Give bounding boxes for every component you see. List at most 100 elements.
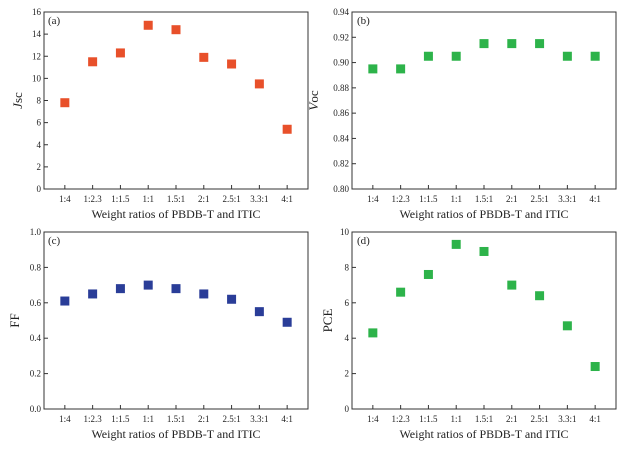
panel-a-ytick-label: 4 <box>37 140 42 150</box>
panel-c-ytick-label: 0.4 <box>30 333 42 343</box>
panel-a-ytick-label: 12 <box>32 51 41 61</box>
panel-c: (c) 0.00.20.40.60.81.0 1:4 1:2.3 1:1.5 1:1 1… <box>7 227 309 441</box>
panel-b-xtick-label: 1:2.3 <box>391 194 410 204</box>
panel-b-frame <box>351 11 617 190</box>
panel-b-data-point <box>590 51 600 61</box>
panel-d-xtick-label: 1:4 <box>367 414 379 424</box>
panel-c-y-axis-label: FF <box>7 313 22 327</box>
panel-d-frame <box>351 231 617 410</box>
panel-a-data-point <box>143 20 153 30</box>
panel-d-data-point <box>479 246 489 256</box>
panel-c-data-point <box>88 289 98 299</box>
panel-d-data-point <box>562 321 572 331</box>
panel-b-x-axis-label: Weight ratios of PBDB-T and ITIC <box>399 207 568 221</box>
panel-c-ylabel-main: FF <box>7 313 22 327</box>
panel-b-ytick-label: 0.90 <box>333 58 349 68</box>
panel-c-xtick-label: 1.5:1 <box>167 414 185 424</box>
panel-c-ytick-label: 0.2 <box>30 369 41 379</box>
panel-d-ytick-label: 0 <box>345 404 350 414</box>
panel-d-ytick-label: 10 <box>340 227 350 237</box>
panel-a-ytick-label: 16 <box>32 7 42 17</box>
panel-b: (b) 0.80 0.82 0.84 0.86 0.88 0.90 0.92 0.94 1:4… <box>306 7 617 221</box>
panel-c-x-axis-label: Weight ratios of PBDB-T and ITIC <box>91 427 260 441</box>
panel-c-data-point <box>143 280 153 290</box>
panel-a-xtick-label: 4:1 <box>281 194 293 204</box>
panel-b-data-point <box>479 39 489 49</box>
panel-d-data-point <box>507 280 517 290</box>
panel-d-data-point <box>368 328 378 338</box>
panel-a-yticks: 0 2 4 6 8 10 12 14 16 <box>32 7 48 194</box>
panel-a-data-point <box>60 98 70 108</box>
panel-b-xtick-label: 1:4 <box>367 194 379 204</box>
panel-d-xtick-label: 3.3:1 <box>558 414 576 424</box>
panel-a-xticks: 1:4 1:2.3 1:1.5 1:1 1.5:1 2:1 2.5:1 3.3:1 4:1 <box>59 185 293 204</box>
panel-b-data-point <box>507 39 517 49</box>
panel-c-ytick-label: 0.0 <box>30 404 42 414</box>
panel-b-data-point <box>535 39 545 49</box>
panel-a-label: (a) <box>48 15 61 27</box>
panel-c-data-point <box>115 284 125 294</box>
panel-b-ytick-label: 0.84 <box>333 133 349 143</box>
panel-a-ytick-label: 0 <box>37 184 42 194</box>
panel-c-xtick-label: 4:1 <box>281 414 293 424</box>
panel-d-xtick-label: 1:2.3 <box>391 414 410 424</box>
panel-b-xtick-label: 1:1.5 <box>419 194 438 204</box>
panel-b-ytick-label: 0.86 <box>333 108 349 118</box>
panel-c-ytick-label: 0.8 <box>30 262 42 272</box>
panel-c-xtick-label: 1:1.5 <box>111 414 130 424</box>
panel-c-xtick-label: 2.5:1 <box>222 414 240 424</box>
panel-a-data-point <box>171 25 181 35</box>
panel-b-ytick-label: 0.80 <box>333 184 349 194</box>
panel-d-xtick-label: 2.5:1 <box>530 414 548 424</box>
panel-b-ytick-label: 0.88 <box>333 83 349 93</box>
panel-d-ytick-label: 6 <box>345 298 350 308</box>
panel-d-marks <box>368 239 600 372</box>
panel-a-xtick-label: 1:1.5 <box>111 194 130 204</box>
panel-a-ylabel-main: J <box>10 102 25 109</box>
panel-c-xtick-label: 3.3:1 <box>250 414 268 424</box>
panel-d-xtick-label: 2:1 <box>506 414 518 424</box>
panel-a-ytick-label: 2 <box>37 162 42 172</box>
panel-d-data-point <box>535 291 545 301</box>
panel-a-marks <box>60 20 292 134</box>
panel-b-ytick-label: 0.92 <box>333 32 349 42</box>
panel-c-data-point <box>199 289 209 299</box>
panel-d-y-axis-label: PCE <box>320 309 335 333</box>
panel-c-ytick-label: 1.0 <box>30 227 42 237</box>
panel-b-yticks: 0.80 0.82 0.84 0.86 0.88 0.90 0.92 0.94 <box>333 7 356 194</box>
panel-a-data-point <box>88 57 98 67</box>
panel-a-xtick-label: 1:2.3 <box>83 194 102 204</box>
panel-c-yticks: 0.0 0.2 0.4 0.6 0.8 1.0 <box>30 227 48 414</box>
panel-b-y-axis-label: Voc <box>306 90 321 110</box>
panel-a: (a) 0 2 4 6 8 10 12 14 16 1:4 1:2.3 1:1.5 1:1 1.5:1 2… <box>10 7 309 221</box>
panel-c-xtick-label: 2:1 <box>198 414 210 424</box>
panel-a-frame <box>43 11 309 190</box>
panel-a-data-point <box>227 59 237 69</box>
panel-b-marks <box>368 39 600 74</box>
panel-c-frame <box>43 231 309 410</box>
panel-b-xtick-label: 4:1 <box>589 194 601 204</box>
panel-d-ytick-label: 8 <box>345 262 350 272</box>
panel-a-ytick-label: 6 <box>37 118 42 128</box>
panel-b-xtick-label: 3.3:1 <box>558 194 576 204</box>
panel-d: (d) 0 2 4 6 8 10 1:4 1:2.3 1:1.5 1:1 1.5:1 2:1 2.5:… <box>320 227 617 441</box>
panel-c-data-point <box>171 284 181 294</box>
panel-d-xticks: 1:4 1:2.3 1:1.5 1:1 1.5:1 2:1 2.5:1 3.3:1 4:1 <box>367 405 601 424</box>
panel-b-xtick-label: 2:1 <box>506 194 518 204</box>
panel-b-data-point <box>396 64 406 74</box>
panel-c-marks <box>60 280 292 327</box>
panel-b-ytick-label: 0.82 <box>333 159 349 169</box>
panel-a-ytick-label: 10 <box>32 73 42 83</box>
panel-c-xtick-label: 1:2.3 <box>83 414 102 424</box>
panel-b-xtick-label: 2.5:1 <box>530 194 548 204</box>
panel-d-ylabel-main: PCE <box>320 309 335 333</box>
panel-a-data-point <box>115 48 125 58</box>
panel-a-xtick-label: 1:4 <box>59 194 71 204</box>
panel-d-x-axis-label: Weight ratios of PBDB-T and ITIC <box>399 427 568 441</box>
panel-a-xtick-label: 3.3:1 <box>250 194 268 204</box>
panel-a-x-axis-label: Weight ratios of PBDB-T and ITIC <box>91 207 260 221</box>
panel-a-ytick-label: 8 <box>37 96 42 106</box>
panel-a-ytick-label: 14 <box>32 29 42 39</box>
panel-d-yticks: 0 2 4 6 8 10 <box>340 227 356 414</box>
